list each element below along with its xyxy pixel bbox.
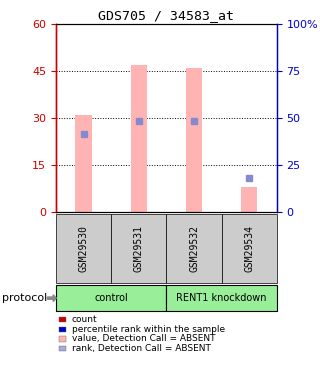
Text: value, Detection Call = ABSENT: value, Detection Call = ABSENT (72, 334, 215, 344)
Bar (186, 68, 202, 212)
Text: RENT1 knockdown: RENT1 knockdown (176, 293, 267, 303)
Text: GSM29534: GSM29534 (244, 225, 254, 272)
Text: GDS705 / 34583_at: GDS705 / 34583_at (99, 9, 234, 22)
Text: control: control (94, 293, 128, 303)
Text: percentile rank within the sample: percentile rank within the sample (72, 325, 225, 334)
Text: rank, Detection Call = ABSENT: rank, Detection Call = ABSENT (72, 344, 211, 353)
Bar (75, 115, 92, 212)
Text: GSM29530: GSM29530 (79, 225, 89, 272)
Text: GSM29532: GSM29532 (189, 225, 199, 272)
Text: count: count (72, 315, 98, 324)
Bar (241, 187, 258, 212)
Text: protocol: protocol (2, 293, 47, 303)
Bar (131, 65, 147, 212)
Text: GSM29531: GSM29531 (134, 225, 144, 272)
